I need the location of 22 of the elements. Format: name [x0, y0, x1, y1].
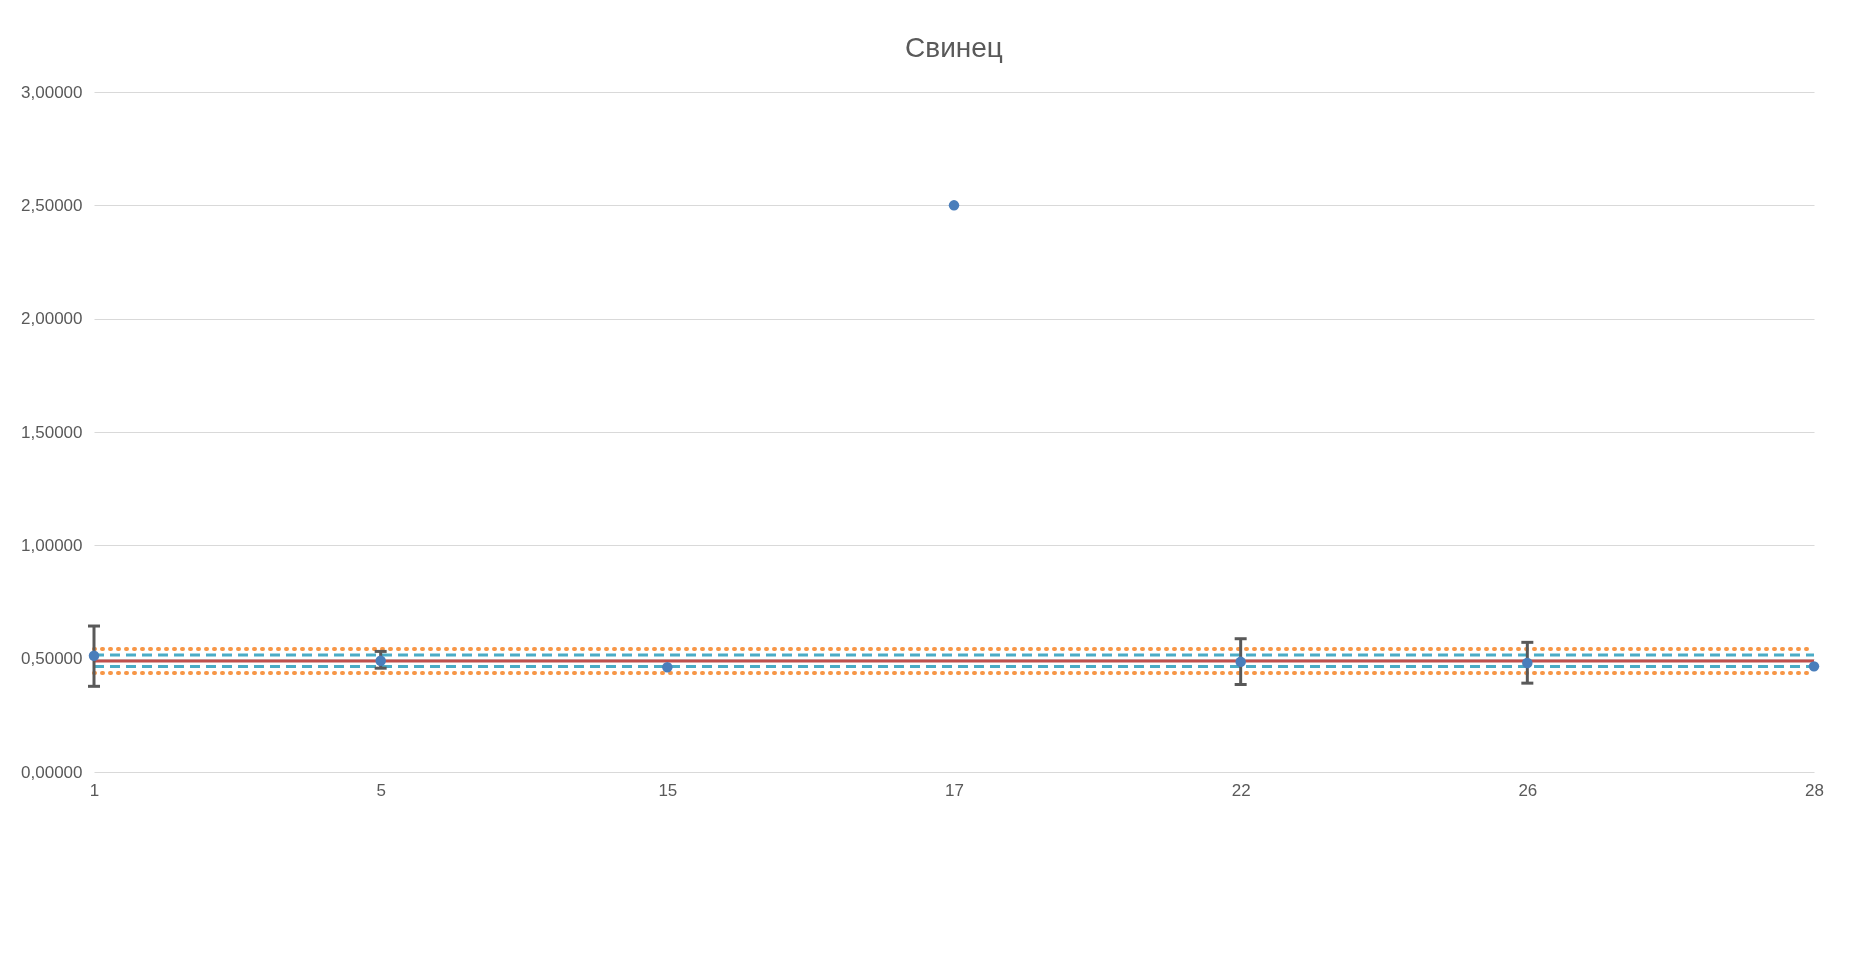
x-tick-label: 22 [1231, 780, 1251, 800]
y-tick-label: 1,00000 [21, 535, 83, 555]
chart-title: Свинец [905, 32, 1003, 63]
point [375, 655, 386, 666]
point [1808, 661, 1820, 672]
point [1235, 656, 1246, 668]
y-tick-label: 0,50000 [21, 649, 83, 669]
x-tick-label: 28 [1805, 780, 1824, 800]
point [88, 650, 100, 661]
x-tick-label: 26 [1518, 780, 1538, 800]
y-tick-label: 2,00000 [21, 309, 83, 329]
x-tick-label: 17 [945, 780, 964, 800]
point [948, 200, 960, 211]
x-tick-label: 1 [89, 780, 100, 800]
x-tick-label: 5 [376, 780, 386, 800]
y-tick-label: 3,00000 [21, 82, 83, 102]
point [662, 662, 673, 673]
y-tick-label: 2,50000 [21, 195, 83, 215]
y-tick-label: 0,00000 [21, 762, 83, 782]
x-tick-label: 15 [658, 780, 678, 800]
y-tick-label: 1,50000 [21, 422, 83, 442]
point [1522, 657, 1533, 669]
